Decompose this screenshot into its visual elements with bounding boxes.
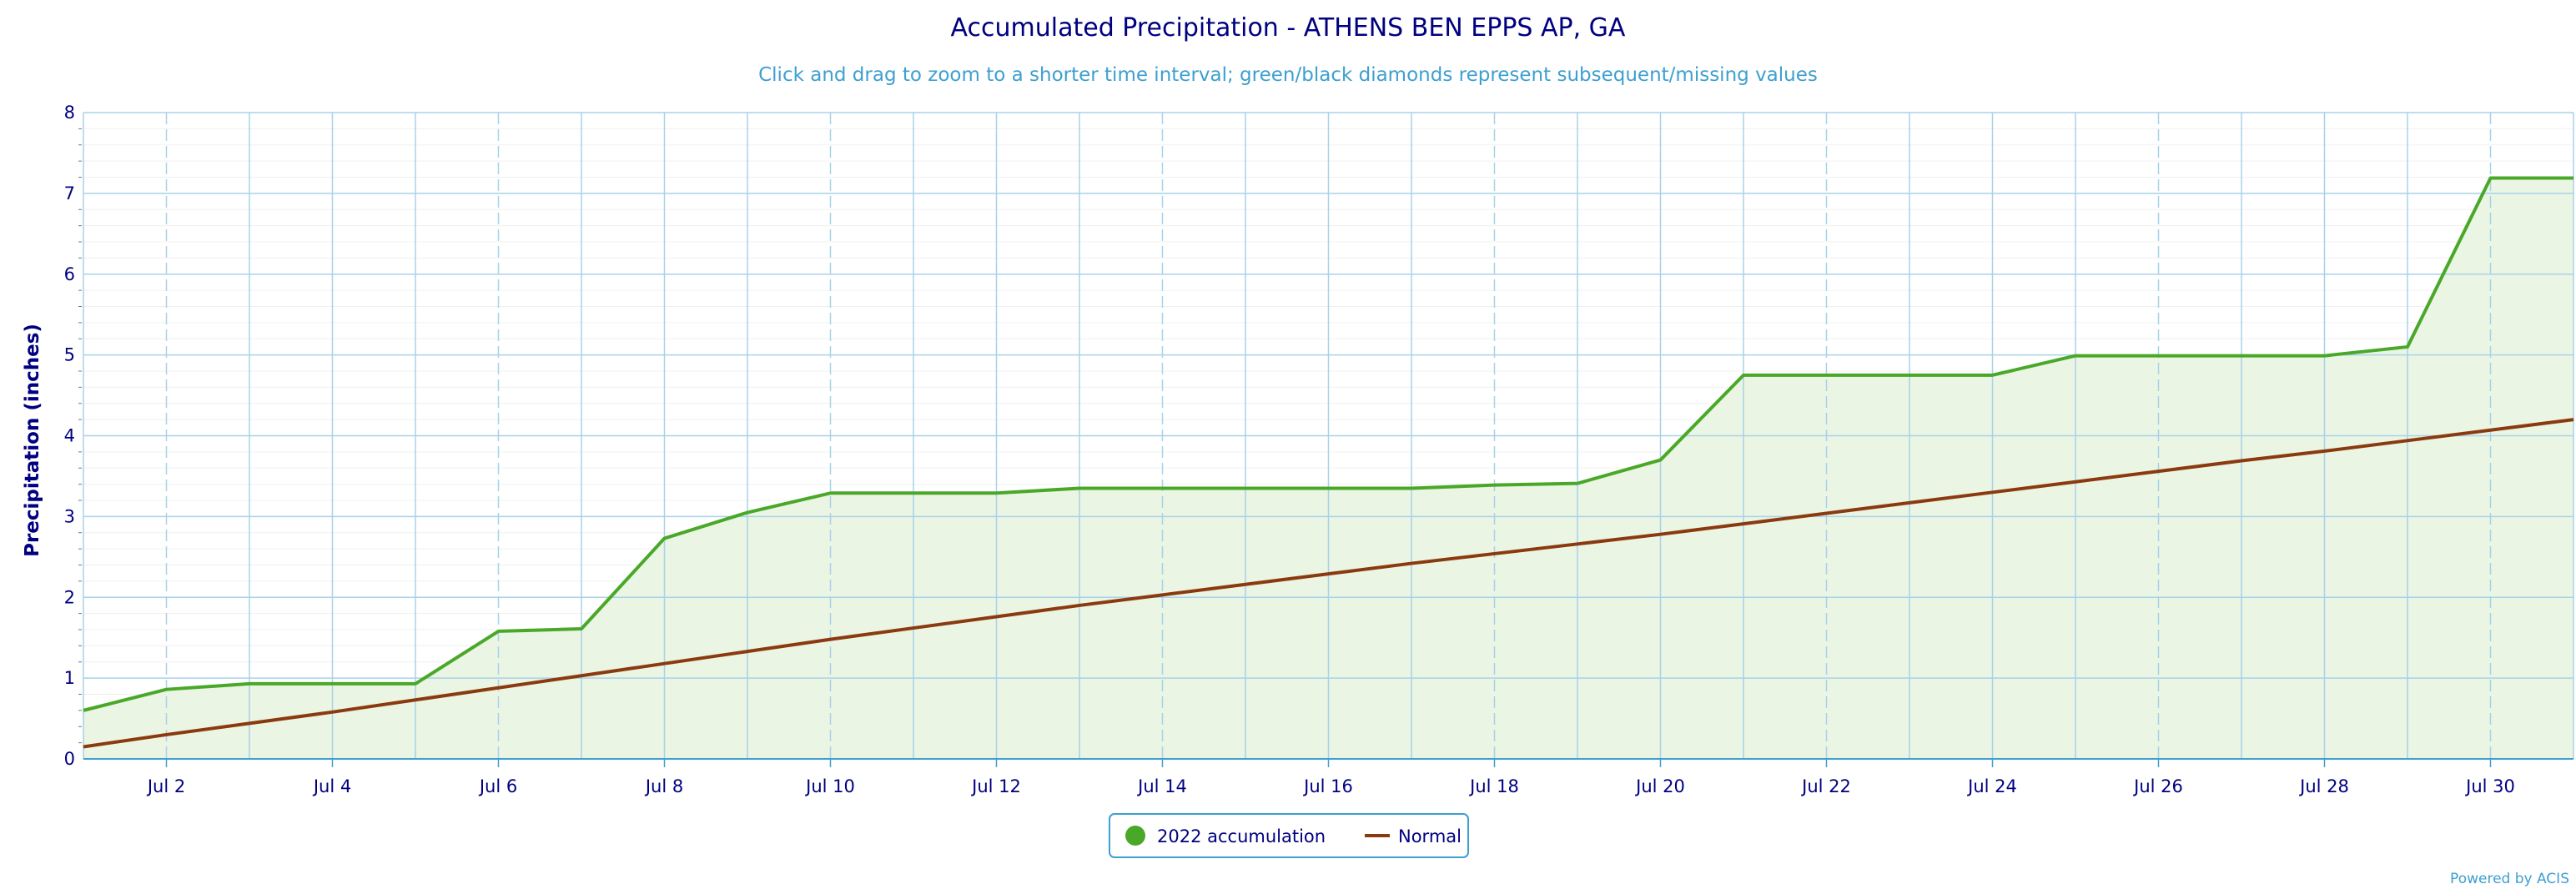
y-tick-label: 3: [64, 506, 75, 526]
legend-marker-2022-accumulation: [1125, 826, 1145, 846]
y-tick-label: 1: [64, 668, 75, 688]
y-tick-label: 5: [64, 345, 75, 365]
series-line-normal[interactable]: [83, 418, 2574, 749]
y-axis-label: Precipitation (inches): [22, 324, 43, 557]
chart-title: Accumulated Precipitation - ATHENS BEN E…: [951, 13, 1626, 43]
x-tick-label: Jul 16: [1302, 776, 1353, 796]
y-tick-label: 6: [64, 264, 75, 284]
x-tick-label: Jul 30: [2464, 776, 2515, 796]
x-tick-label: Jul 2: [146, 776, 185, 796]
x-tick-label: Jul 28: [2298, 776, 2349, 796]
legend-item-2022-accumulation[interactable]: 2022 accumulation: [1125, 826, 1326, 846]
x-tick-label: Jul 14: [1136, 776, 1187, 796]
x-tick-label: Jul 8: [644, 776, 683, 796]
x-tick-label: Jul 18: [1468, 776, 1519, 796]
y-tick-label: 0: [64, 749, 75, 769]
credit-link[interactable]: Powered by ACIS: [2450, 871, 2569, 887]
legend-label-2022-accumulation: 2022 accumulation: [1157, 826, 1326, 846]
x-tick-label: Jul 26: [2132, 776, 2183, 796]
y-tick-label: 8: [64, 103, 75, 123]
x-tick-label: Jul 24: [1966, 776, 2017, 796]
y-tick-label: 2: [64, 587, 75, 607]
legend-label-normal: Normal: [1398, 826, 1462, 846]
x-tick-label: Jul 4: [312, 776, 351, 796]
legend-box: [1109, 813, 1469, 858]
x-tick-label: Jul 22: [1800, 776, 1851, 796]
plot-area[interactable]: 0 1 2 3 4 5 6 7 8 Jul 2 Jul 4 Jul 6 Jul 8 Jul 10 Jul 1…: [64, 103, 2574, 796]
chart-subtitle: Click and drag to zoom to a shorter time…: [758, 64, 1818, 86]
x-tick-label: Jul 10: [804, 776, 855, 796]
y-tick-label: 7: [64, 183, 75, 203]
x-tick-label: Jul 6: [478, 776, 517, 796]
legend-item-normal[interactable]: Normal: [1365, 826, 1462, 846]
area-2022-accumulation: [83, 178, 2573, 759]
x-tick-label: Jul 12: [970, 776, 1021, 796]
legend: 2022 accumulation Normal: [1109, 813, 1469, 858]
x-tick-label: Jul 20: [1634, 776, 1685, 796]
series-line-2022-accumulation[interactable]: [83, 176, 2573, 712]
y-tick-label: 4: [64, 426, 75, 446]
